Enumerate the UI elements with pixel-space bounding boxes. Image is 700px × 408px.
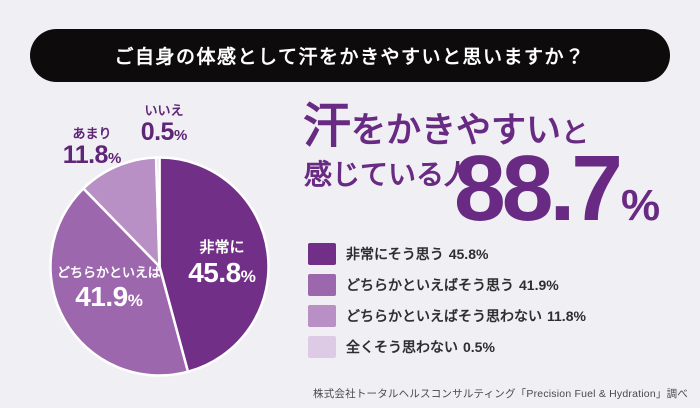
pie-slice-3 <box>82 156 161 268</box>
legend-label-2: どちらかといえばそう思う <box>346 277 514 293</box>
legend-value-1: 45.8% <box>448 246 489 262</box>
pie-label-slice3-value: 11.8 <box>62 141 109 170</box>
legend-value-4: 0.5% <box>463 339 495 355</box>
legend-row-4: 全くそう思わない 0.5% <box>308 336 586 358</box>
stat-value-group: 88.7% <box>454 142 660 235</box>
legend-row-3: どちらかといえばそう思わない 11.8% <box>308 305 586 327</box>
legend-value-3: 11.8% <box>547 308 586 324</box>
pie-chart-area <box>48 155 271 378</box>
legend: 非常にそう思う 45.8% どちらかといえばそう思う 41.9% どちらかといえ… <box>308 243 586 358</box>
headline-big-word: 汗 <box>303 100 352 153</box>
pie-label-slice2-name: どちらかといえば <box>56 265 161 280</box>
legend-label-3: どちらかといえばそう思わない <box>346 308 542 324</box>
headline-line1: 汗をかきやすいと <box>303 103 589 151</box>
pie-label-slice4-percent-sign: % <box>173 127 188 145</box>
pie-label-slice4-value: 0.5 <box>140 118 175 147</box>
headline-mid-words: をかきやすい <box>351 111 562 150</box>
legend-row-2: どちらかといえばそう思う 41.9% <box>308 274 586 296</box>
pie-label-slice1-value: 45.8 <box>188 257 241 289</box>
pie-chart <box>49 156 270 377</box>
legend-value-2: 41.9% <box>519 277 559 293</box>
pie-slice-1 <box>158 156 270 373</box>
legend-row-1: 非常にそう思う 45.8% <box>308 243 586 265</box>
pie-label-slice1-name: 非常に <box>199 239 245 256</box>
pie-label-slice3: あまり 11.8% <box>48 126 136 170</box>
legend-label-4: 全くそう思わない <box>346 339 458 355</box>
pie-label-slice4-name: いいえ <box>144 103 184 118</box>
legend-swatch-1 <box>308 243 336 265</box>
question-text: ご自身の体感として汗をかきやすいと思いますか？ <box>114 47 586 68</box>
pie-label-slice2-value: 41.9 <box>75 281 128 313</box>
pie-slice-4 <box>154 156 161 268</box>
pie-label-slice4: いいえ 0.5% <box>128 103 200 147</box>
stat-percent-sign: % <box>621 181 661 230</box>
headline-small-word: と <box>561 117 590 148</box>
pie-label-slice1: 非常に 45.8% <box>178 239 266 289</box>
source-credit: 株式会社トータルヘルスコンサルティング「Precision Fuel & Hyd… <box>313 388 688 400</box>
legend-swatch-2 <box>308 274 336 296</box>
headline-line2: 感じている人 <box>304 159 473 190</box>
pie-label-slice2-percent-sign: % <box>127 291 143 311</box>
pie-label-slice2: どちらかといえば 41.9% <box>56 265 162 313</box>
pie-slice-2 <box>49 187 190 377</box>
question-banner: ご自身の体感として汗をかきやすいと思いますか？ <box>30 29 670 82</box>
legend-label-1: 非常にそう思う <box>346 246 444 262</box>
pie-label-slice3-name: あまり <box>72 126 112 141</box>
legend-swatch-3 <box>308 305 336 327</box>
pie-label-slice1-percent-sign: % <box>240 267 256 287</box>
legend-swatch-4 <box>308 336 336 358</box>
stat-value: 88.7 <box>454 136 623 240</box>
pie-label-slice3-percent-sign: % <box>107 150 122 168</box>
